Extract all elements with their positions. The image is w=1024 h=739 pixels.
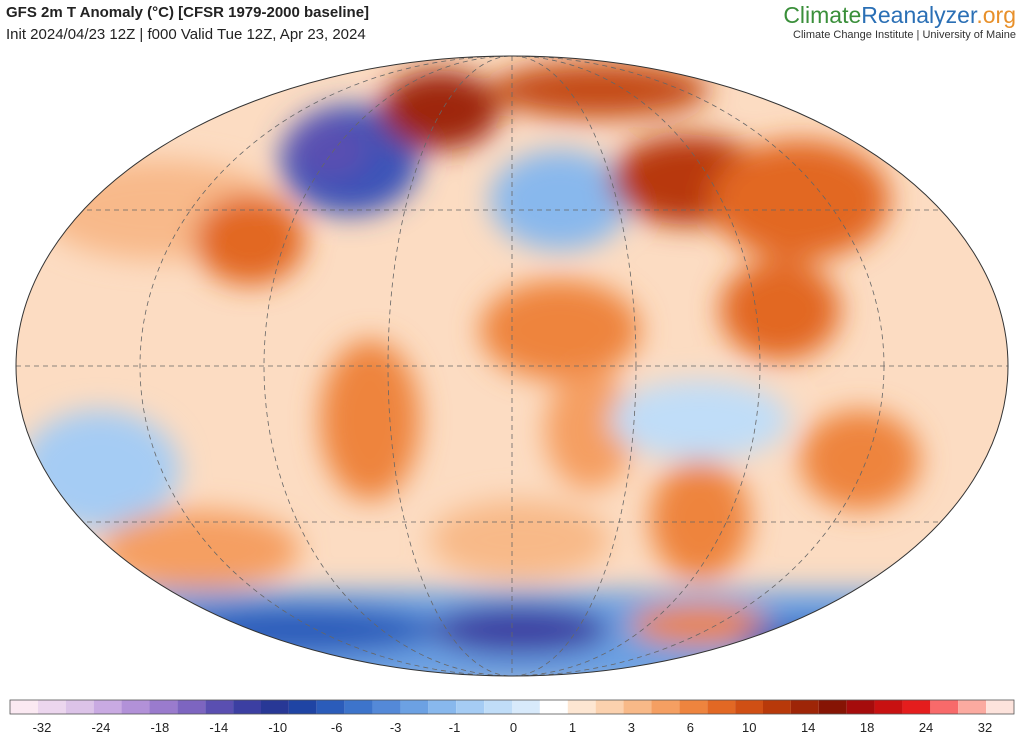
colorbar-box [512, 700, 540, 714]
colorbar-frame [9, 699, 1015, 715]
colorbar-box [902, 700, 931, 714]
colorbar: -32 -24 -18 -14 -10 -6 -3 -1 0 1 3 6 10 14 18 24 32 [9, 699, 1015, 735]
colorbar-box [567, 700, 596, 714]
colorbar-box [930, 700, 959, 714]
map-subtitle: Init 2024/04/23 12Z | f000 Valid Tue 12Z… [6, 26, 366, 43]
colorbar-box [484, 700, 512, 714]
logo-part: Climate [783, 2, 862, 28]
colorbar-label: 3 [628, 720, 635, 735]
colorbar-label: 32 [978, 720, 992, 735]
colorbar-label: 14 [801, 720, 815, 735]
colorbar-box [874, 700, 903, 714]
colorbar-box [344, 700, 373, 714]
colorbar-label: -14 [209, 720, 228, 735]
logo-part: Reanalyzer [861, 2, 977, 28]
colorbar-box [428, 700, 457, 714]
colorbar-label: -1 [449, 720, 461, 735]
colorbar-box [149, 700, 178, 714]
colorbar-box [10, 700, 38, 714]
colorbar-label: 1 [569, 720, 576, 735]
colorbar-label: -18 [150, 720, 169, 735]
colorbar-label: 18 [860, 720, 874, 735]
colorbar-box [651, 700, 680, 714]
colorbar-box [763, 700, 791, 714]
colorbar-box [958, 700, 987, 714]
colorbar-box [177, 700, 206, 714]
map-title: GFS 2m T Anomaly (°C) [CFSR 1979-2000 ba… [6, 4, 370, 21]
colorbar-box [707, 700, 736, 714]
colorbar-label: 0 [510, 720, 517, 735]
tagline: Climate Change Institute | University of… [793, 29, 1016, 41]
colorbar-label: -3 [390, 720, 402, 735]
colorbar-box [679, 700, 708, 714]
colorbar-box [65, 700, 94, 714]
colorbar-box [623, 700, 652, 714]
colorbar-label: -10 [268, 720, 287, 735]
colorbar-label: -32 [33, 720, 52, 735]
logo-part: .org [976, 2, 1016, 28]
colorbar-box [790, 700, 819, 714]
colorbar-box [818, 700, 847, 714]
colorbar-box [288, 700, 317, 714]
colorbar-box [261, 700, 289, 714]
colorbar-label: 24 [919, 720, 933, 735]
colorbar-box [846, 700, 875, 714]
colorbar-box [735, 700, 763, 714]
colorbar-box [400, 700, 429, 714]
anomaly-field [16, 56, 1008, 676]
colorbar-label: -24 [92, 720, 111, 735]
colorbar-box [93, 700, 122, 714]
colorbar-label: 6 [687, 720, 694, 735]
colorbar-box [595, 700, 624, 714]
colorbar-label: 10 [742, 720, 756, 735]
colorbar-box [205, 700, 234, 714]
colorbar-box [372, 700, 401, 714]
colorbar-box [539, 700, 568, 714]
colorbar-box [456, 700, 485, 714]
colorbar-box [37, 700, 66, 714]
colorbar-box [233, 700, 261, 714]
logo[interactable]: ClimateReanalyzer.org [783, 2, 1016, 29]
colorbar-box [316, 700, 345, 714]
colorbar-label: -6 [331, 720, 343, 735]
colorbar-box [121, 700, 150, 714]
colorbar-box [986, 700, 1014, 714]
